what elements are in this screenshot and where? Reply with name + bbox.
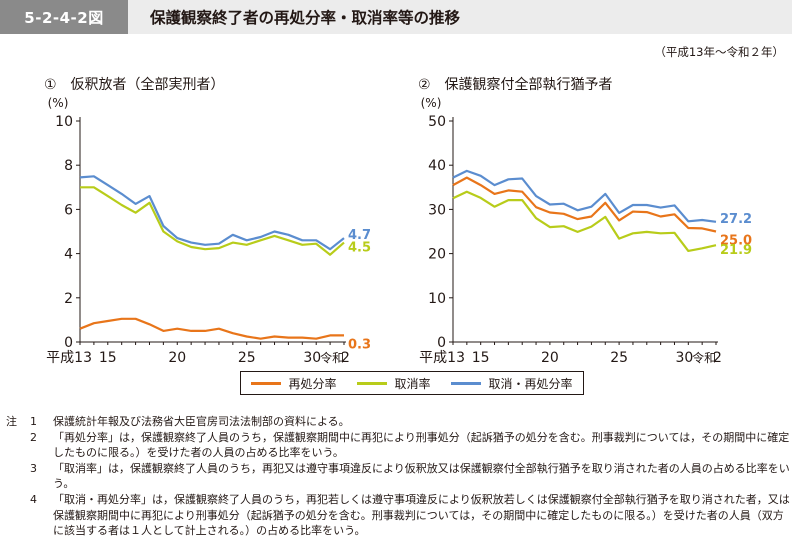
series-end-label-combined: 4.7 [348, 228, 371, 243]
note-text: 「取消・再処分率」は，保護観察終了人員のうち，再犯若しくは遵守事項違反により仮釈… [53, 492, 790, 538]
note-3: 3 「取消率」は，保護観察終了人員のうち，再犯又は遵守事項違反により仮釈放又は保… [6, 461, 790, 492]
note-2: 2 「再処分率」は，保護観察終了人員のうち，保護観察期間中に再犯により刑事処分（… [6, 430, 790, 461]
note-number: 1 [30, 415, 37, 428]
y-tick-label: 0 [437, 335, 446, 351]
y-tick-label: 6 [64, 202, 73, 218]
series-end-label-revocation: 21.9 [720, 243, 752, 258]
series-line-reoffense [79, 317, 344, 340]
notes: 注 1 保護統計年報及び法務省大臣官房司法法制部の資料による。 2 「再処分率」… [6, 414, 790, 539]
y-tick-label: 0 [64, 335, 73, 351]
y-tick-label: 30 [428, 202, 446, 218]
figure-number: 5-2-4-2図 [0, 0, 128, 34]
note-text: 「取消率」は，保護観察終了人員のうち，再犯又は遵守事項違反により仮釈放又は保護観… [53, 461, 790, 491]
legend-label-reoffense: 再処分率 [288, 376, 337, 391]
figure-title: 保護観察終了者の再処分率・取消率等の推移 [128, 0, 792, 34]
legend-swatch-revocation [357, 381, 388, 385]
y-tick-label: 20 [428, 247, 446, 263]
y-tick-label: 50 [428, 114, 446, 130]
x-tick-label: 2 [341, 350, 350, 366]
note-number: 4 [30, 492, 37, 506]
x-tick-label: 15 [472, 350, 490, 366]
series-line-combined [79, 175, 345, 251]
series-end-label-reoffense: 25.0 [720, 234, 752, 249]
note-text: 「再処分率」は，保護観察終了人員のうち，保護観察期間中に再犯により刑事処分（起訴… [53, 430, 790, 460]
x-tick-label: 25 [238, 350, 256, 366]
note-number: 2 [30, 430, 37, 444]
series-end-label-revocation: 4.5 [348, 241, 371, 256]
note-1: 注 1 保護統計年報及び法務省大臣官房司法法制部の資料による。 [6, 414, 790, 430]
legend-item-reoffense: 再処分率 [251, 375, 337, 392]
legend-item-revocation: 取消率 [357, 375, 431, 392]
y-tick-label: 10 [428, 291, 446, 307]
x-tick-label: 30 [303, 350, 321, 366]
panel2-title: ② 保護観察付全部執行猶予者 [418, 77, 613, 93]
period-label: （平成13年～令和２年） [654, 45, 784, 59]
y-tick-label: 2 [64, 291, 73, 307]
series-line-revocation [80, 186, 345, 256]
legend-swatch-combined [451, 381, 482, 385]
x-tick-label: 25 [610, 350, 628, 366]
legend: 再処分率 取消率 取消・再処分率 [240, 371, 584, 395]
figure-header: 5-2-4-2図 保護観察終了者の再処分率・取消率等の推移 [0, 0, 792, 34]
y-tick-label: 10 [55, 114, 73, 130]
x-tick-label: 令和 [320, 350, 344, 365]
x-tick-label: 30 [675, 350, 693, 366]
series-line-combined [452, 169, 717, 223]
x-tick-label: 2 [713, 350, 722, 366]
x-tick-label: 平成13 [46, 350, 92, 366]
y-tick-label: 40 [428, 158, 446, 174]
x-tick-label: 20 [541, 350, 559, 366]
panel1-title: ① 仮釈放者（全部実刑者） [44, 77, 225, 93]
y-axis-unit-label: (%) [421, 96, 442, 110]
note-text: 保護統計年報及び法務省大臣官房司法法制部の資料による。 [53, 415, 350, 428]
x-tick-label: 15 [99, 350, 117, 366]
legend-swatch-reoffense [251, 381, 282, 385]
series-end-label-reoffense: 0.3 [348, 337, 371, 352]
x-tick-label: 令和 [692, 350, 716, 365]
y-tick-label: 4 [64, 247, 73, 263]
note-4: 4 「取消・再処分率」は，保護観察終了人員のうち，再犯若しくは遵守事項違反により… [6, 492, 790, 539]
legend-item-combined: 取消・再処分率 [451, 375, 573, 392]
x-tick-label: 20 [168, 350, 186, 366]
y-tick-label: 8 [64, 158, 73, 174]
y-axis-unit-label: (%) [48, 96, 69, 110]
legend-label-revocation: 取消率 [394, 376, 431, 391]
series-end-label-combined: 27.2 [720, 212, 752, 227]
series-line-reoffense [452, 176, 717, 233]
legend-label-combined: 取消・再処分率 [488, 376, 573, 391]
x-tick-label: 平成13 [419, 350, 465, 366]
note-number: 3 [30, 461, 37, 475]
series-line-revocation [452, 190, 717, 252]
note-prefix: 注 [6, 415, 17, 428]
